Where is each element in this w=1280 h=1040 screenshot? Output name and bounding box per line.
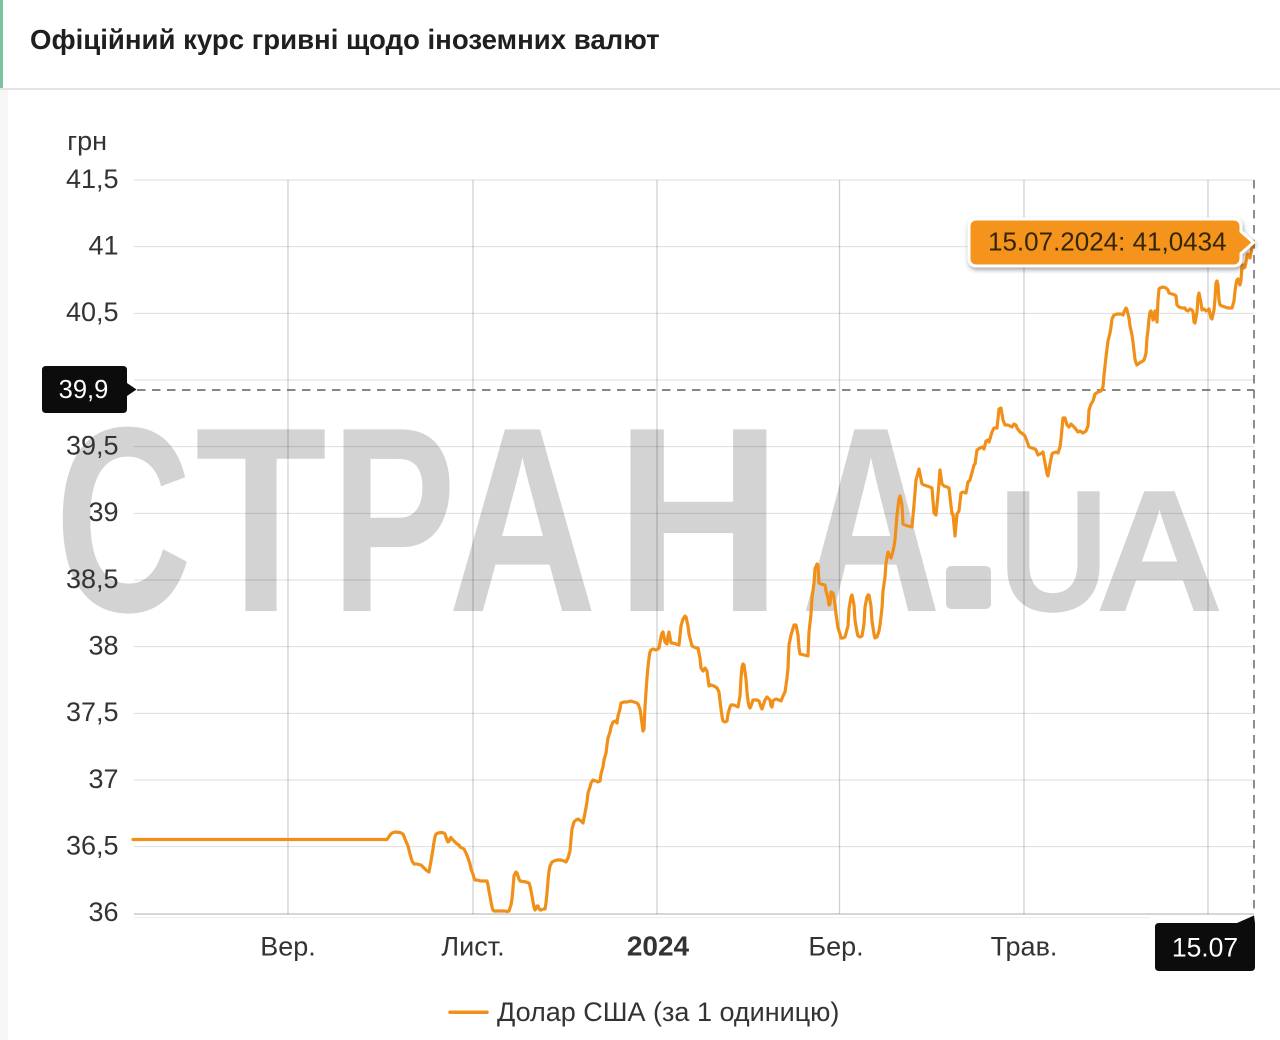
svg-text:37,5: 37,5 (66, 697, 119, 727)
svg-text:38: 38 (88, 631, 118, 661)
svg-text:38,5: 38,5 (66, 564, 119, 594)
svg-text:Бер.: Бер. (808, 932, 863, 962)
svg-text:36: 36 (88, 897, 118, 927)
svg-text:Т: Т (195, 372, 327, 667)
svg-text:Офіційний курс гривні щодо іно: Офіційний курс гривні щодо іноземних вал… (30, 24, 660, 55)
svg-text:Лист.: Лист. (441, 932, 504, 962)
svg-text:Н: Н (615, 372, 782, 667)
svg-text:39: 39 (88, 497, 118, 527)
svg-text:2024: 2024 (627, 931, 690, 962)
svg-text:15.07.2024: 41,0434: 15.07.2024: 41,0434 (988, 227, 1227, 257)
svg-text:37: 37 (88, 764, 118, 794)
svg-text:Трав.: Трав. (991, 932, 1058, 962)
svg-text:U: U (998, 453, 1109, 648)
svg-text:41,5: 41,5 (66, 164, 119, 194)
svg-text:39,5: 39,5 (66, 431, 119, 461)
svg-text:40,5: 40,5 (66, 297, 119, 327)
svg-text:15.07: 15.07 (1172, 933, 1238, 963)
svg-text:Вер.: Вер. (260, 932, 316, 962)
svg-text:А: А (448, 372, 597, 667)
svg-text:С: С (55, 372, 192, 667)
svg-text:A: A (1095, 453, 1224, 648)
svg-text:грн: грн (67, 126, 107, 156)
svg-text:39,9: 39,9 (59, 376, 109, 404)
svg-text:Р: Р (331, 372, 456, 667)
svg-text:Долар США (за 1 одиницю): Долар США (за 1 одиницю) (497, 997, 839, 1027)
svg-text:36,5: 36,5 (66, 831, 119, 861)
svg-text:41: 41 (88, 231, 118, 261)
